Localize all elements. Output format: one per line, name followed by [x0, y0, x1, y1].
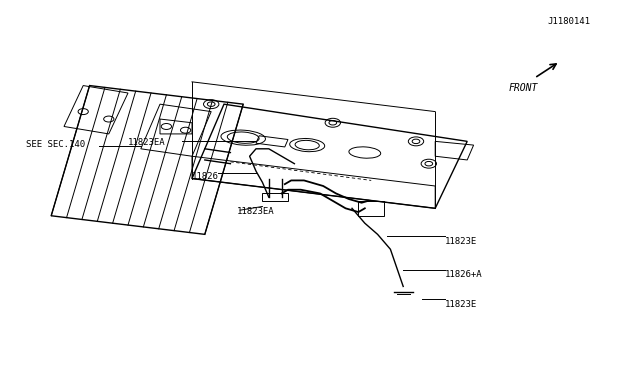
Text: FRONT: FRONT: [509, 83, 538, 93]
Text: 11823EA: 11823EA: [128, 138, 166, 147]
Text: 11823E: 11823E: [445, 237, 477, 246]
Text: 11826: 11826: [192, 171, 219, 180]
Text: 11826+A: 11826+A: [445, 270, 483, 279]
Text: 11823E: 11823E: [445, 300, 477, 309]
Text: SEE SEC.140: SEE SEC.140: [26, 140, 84, 149]
Text: J1180141: J1180141: [547, 17, 590, 26]
Text: 11823EA: 11823EA: [237, 207, 275, 216]
